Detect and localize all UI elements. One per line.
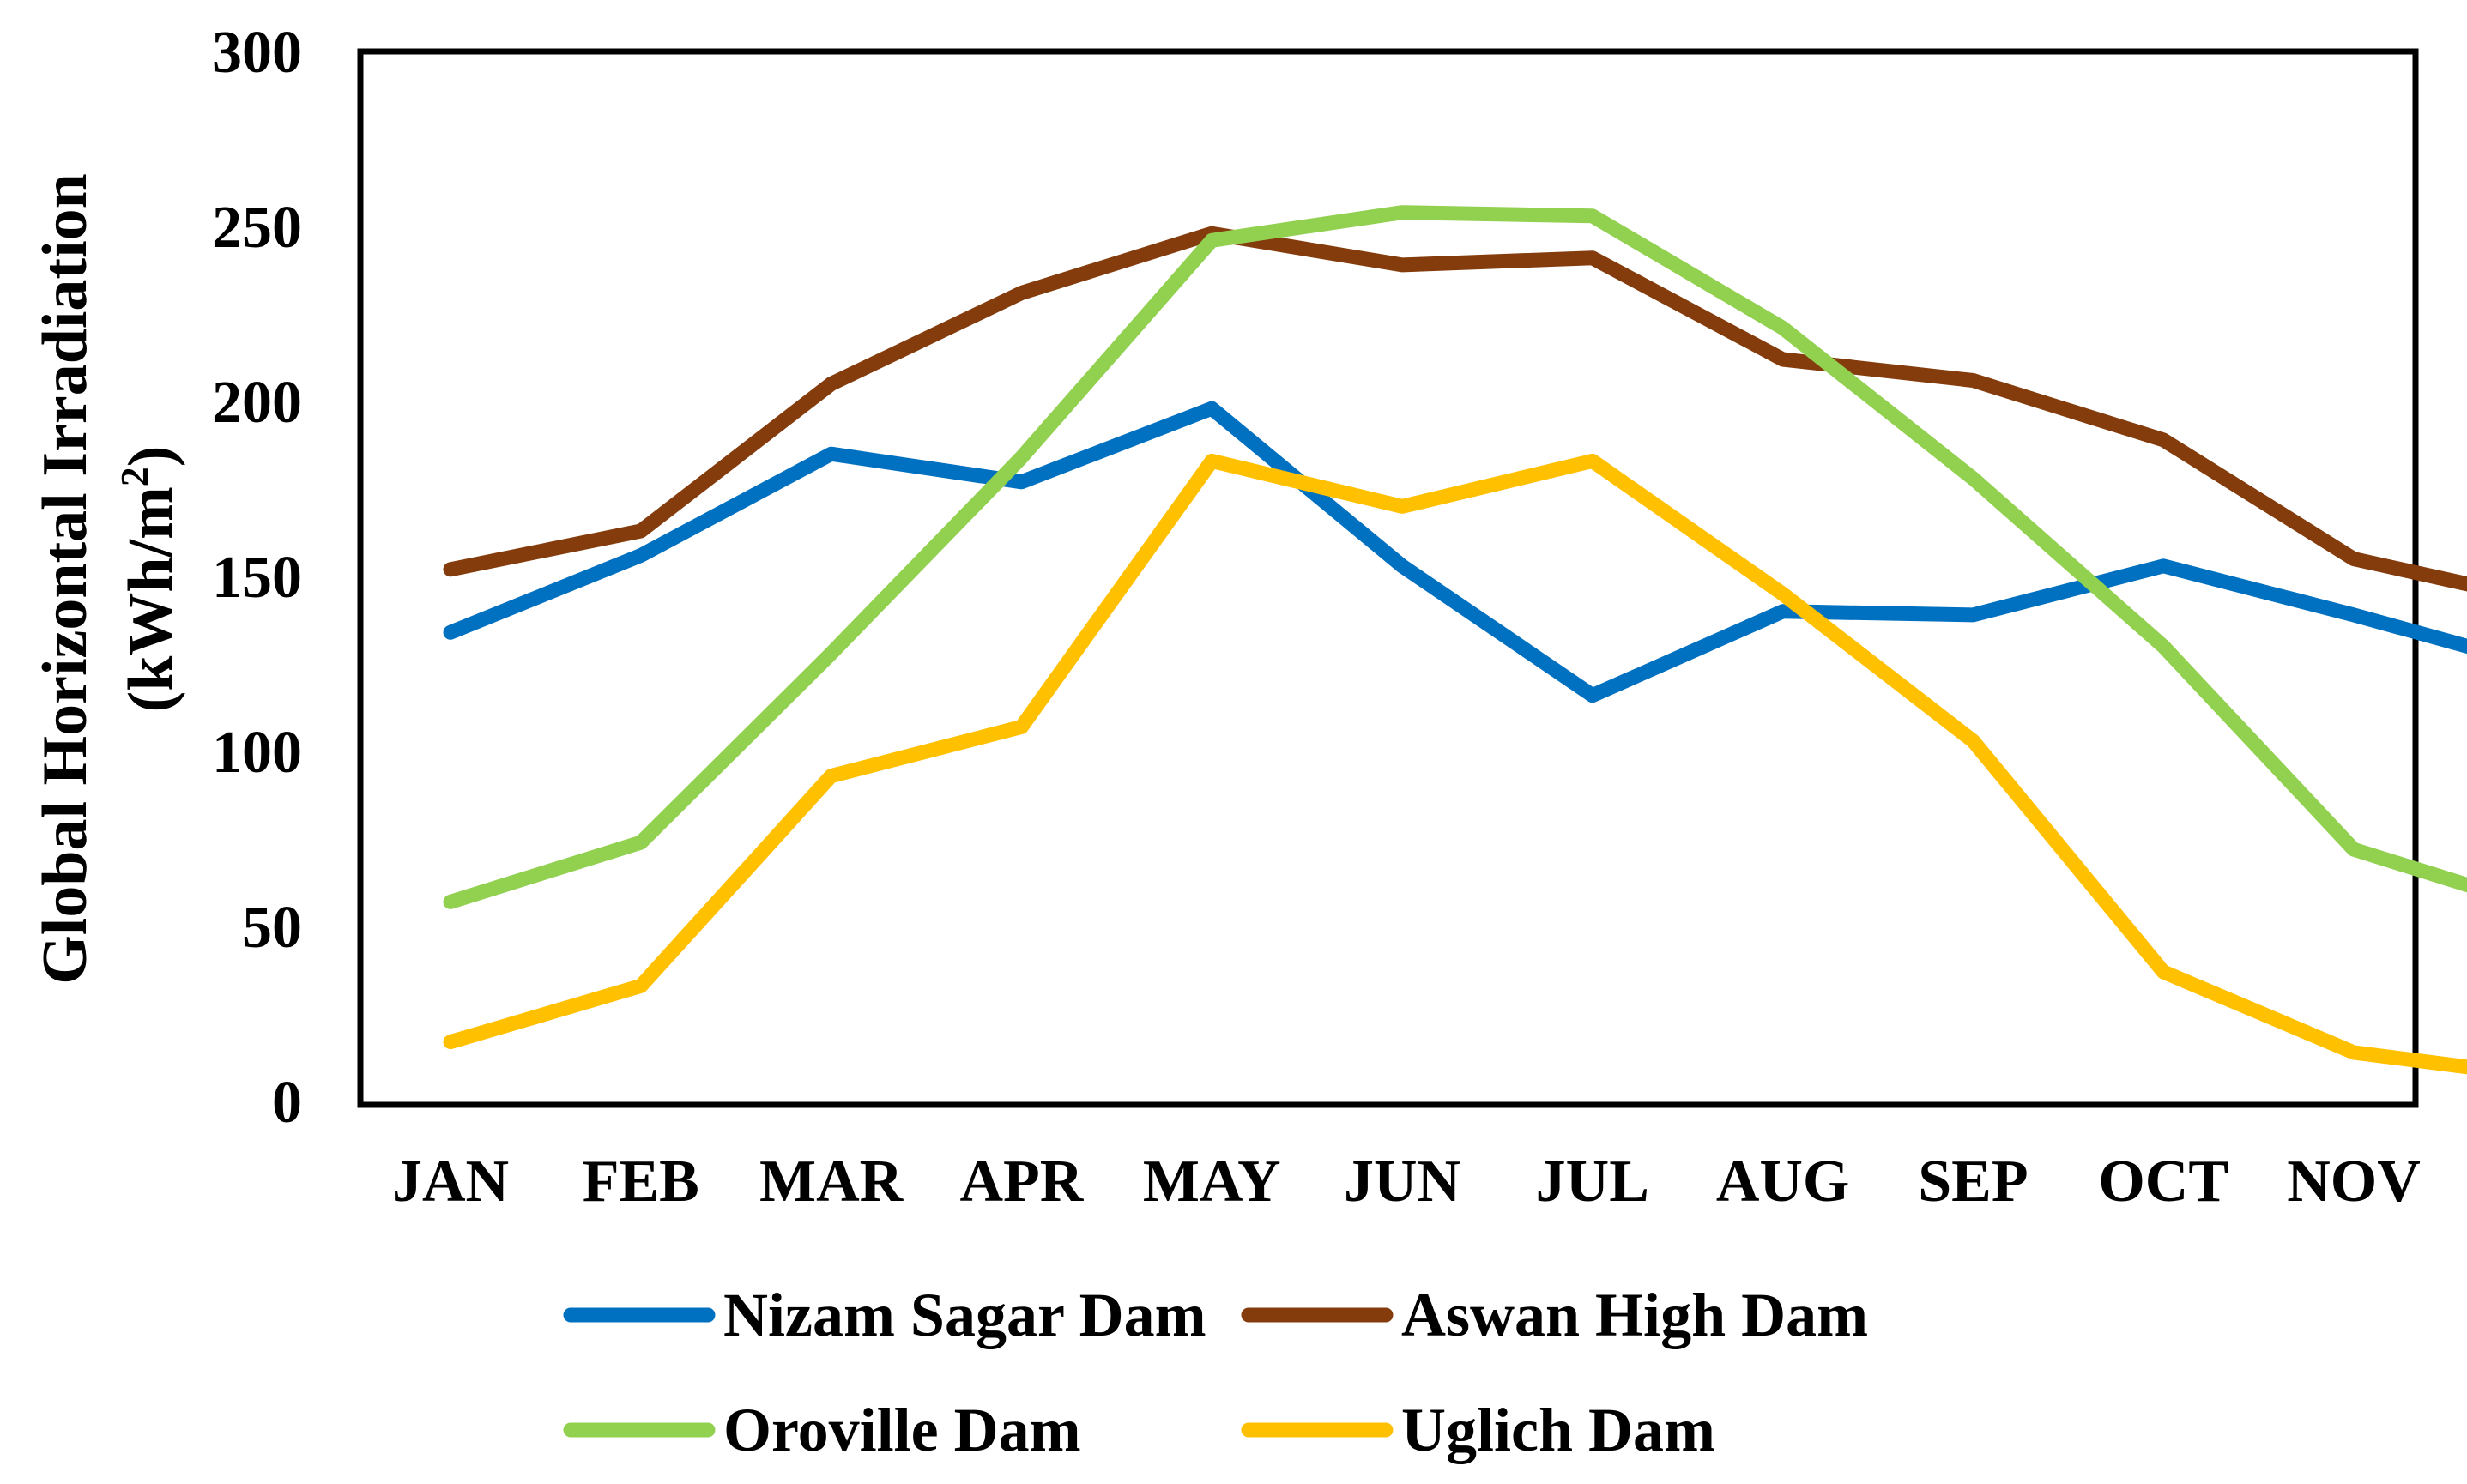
legend-label: Uglich Dam [1401,1396,1715,1464]
x-tick-label: NOV [2287,1149,2421,1215]
x-tick-label: AUG [1716,1149,1850,1215]
y-tick-label: 150 [212,545,302,611]
legend-label: Aswan High Dam [1401,1281,1868,1349]
y-axis-unit-suffix: ) [116,446,186,468]
y-tick-label: 100 [212,720,302,786]
y-axis-unit-prefix: (kWh/m [116,486,186,712]
legend-item: Nizam Sagar Dam [563,1281,1206,1349]
legend-item: Aswan High Dam [1241,1281,1868,1349]
y-axis-title-line1: Global Horizontal Irradiation [30,173,100,985]
x-tick-label: JUN [1344,1149,1460,1215]
y-axis-ticks: 0 50 100 150 200 250 300 [212,20,302,1136]
y-tick-label: 200 [212,370,302,436]
series-line-nizam-sagar-dam [443,401,2467,703]
series-lines [443,205,2467,1075]
legend-item: Uglich Dam [1241,1396,1715,1464]
series-line-aswan-high-dam [443,226,2467,592]
x-axis-ticks: JANFEBMARAPRMAYJUNJULAUGSEPOCTNOVDEC [392,1149,2421,1215]
series-line-oroville-dam [443,205,2467,909]
legend-item: Oroville Dam [563,1396,1081,1464]
series-line-uglich-dam [443,453,2467,1075]
x-tick-label: OCT [2098,1149,2228,1215]
legend: Nizam Sagar Dam Aswan High Dam Oroville Da… [563,1281,1868,1464]
y-axis-title-line2: (kWh/m2) [112,446,186,713]
x-tick-label: SEP [1918,1149,2028,1215]
x-tick-label: JAN [392,1149,509,1215]
y-axis-unit-superscript: 2 [112,467,156,486]
x-tick-label: JUL [1536,1149,1649,1215]
y-tick-label: 0 [272,1070,302,1136]
x-tick-label: MAY [1143,1149,1281,1215]
legend-label: Nizam Sagar Dam [723,1281,1206,1349]
x-tick-label: FEB [583,1149,699,1215]
x-tick-label: MAR [759,1149,904,1215]
y-tick-label: 250 [212,195,302,261]
y-tick-label: 300 [212,20,302,86]
legend-label: Oroville Dam [723,1396,1081,1464]
y-axis-title: Global Horizontal Irradiation (kWh/m2) [30,173,186,985]
y-tick-label: 50 [242,895,302,961]
x-tick-label: APR [959,1149,1084,1215]
